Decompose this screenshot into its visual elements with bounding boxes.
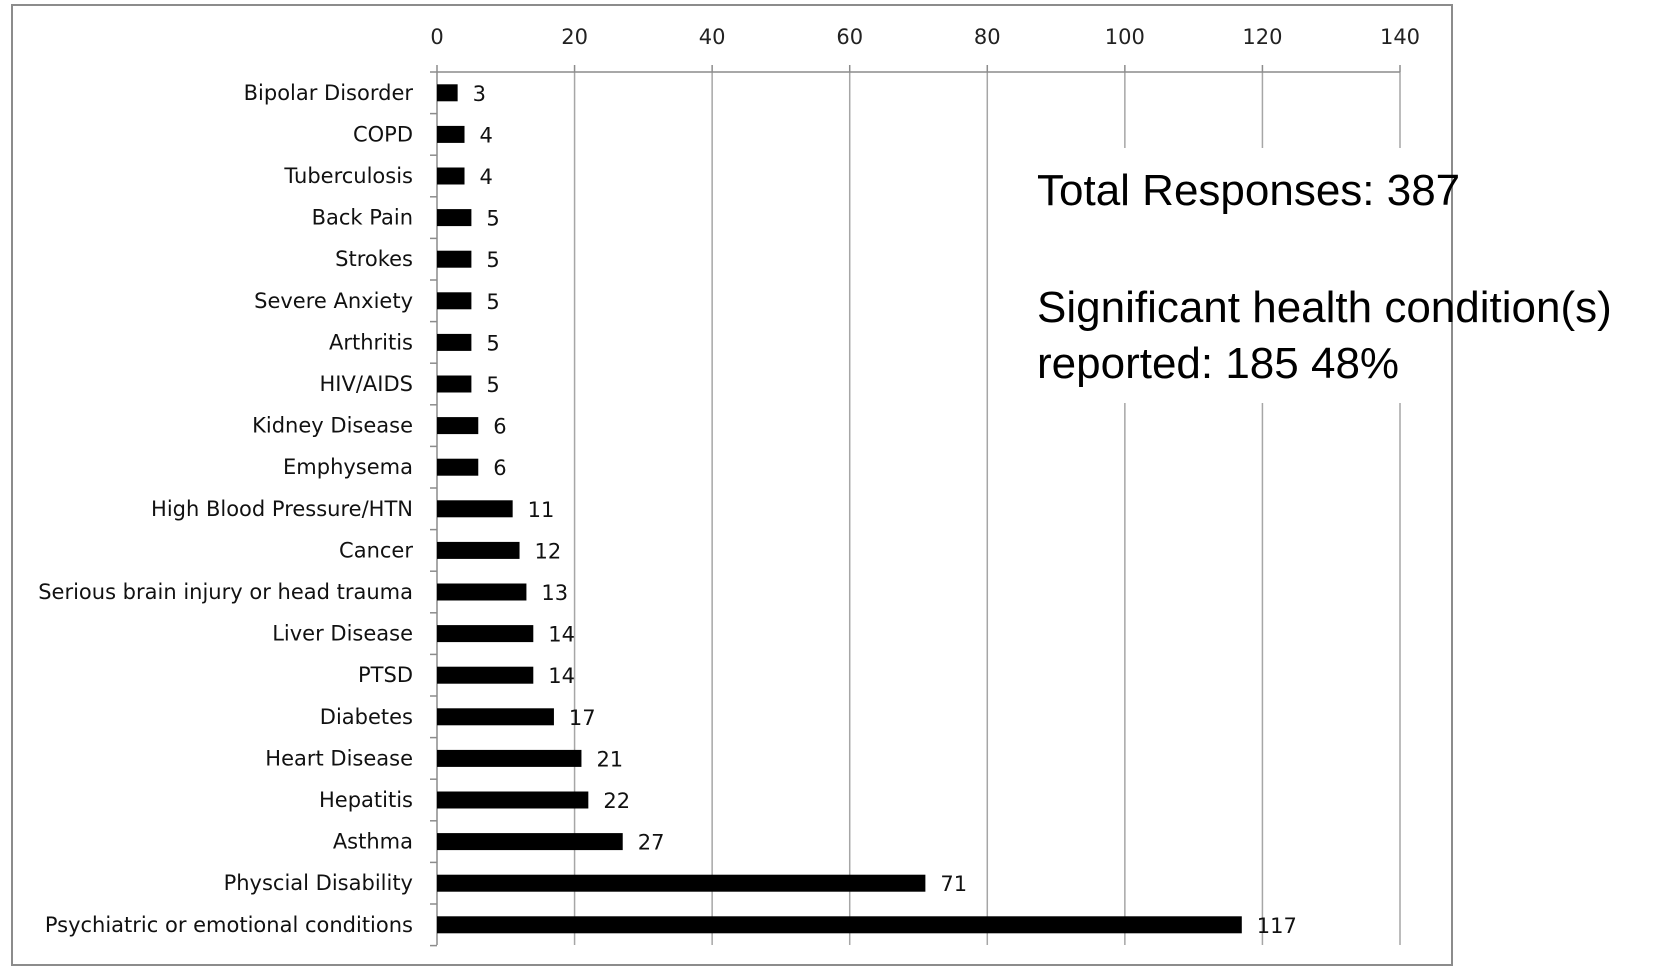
bar-14 — [437, 666, 534, 684]
data-label-10: 11 — [528, 498, 555, 522]
bar-20 — [437, 916, 1242, 934]
bar-7 — [437, 375, 472, 393]
category-label-18: Asthma — [333, 830, 413, 854]
x-tick-label-1: 20 — [561, 25, 588, 49]
category-label-0: Bipolar Disorder — [244, 81, 414, 105]
significant-conditions-text: Significant health condition(s) — [1037, 283, 1612, 332]
data-label-0: 3 — [473, 82, 486, 106]
bar-1 — [437, 125, 465, 143]
category-label-10: High Blood Pressure/HTN — [151, 497, 413, 521]
bar-11 — [437, 541, 520, 559]
bar-8 — [437, 417, 479, 435]
category-label-9: Emphysema — [283, 455, 413, 479]
x-axis: 0 20 40 60 80 100 120 140 — [430, 25, 1420, 947]
x-tick-label-0: 0 — [430, 25, 443, 49]
data-label-15: 17 — [569, 706, 596, 730]
annotation-backdrop — [1022, 148, 1442, 403]
data-label-12: 13 — [541, 581, 568, 605]
category-label-15: Diabetes — [320, 705, 413, 729]
category-label-6: Arthritis — [329, 330, 413, 354]
category-labels: Bipolar Disorder COPD Tuberculosis Back Pai… — [38, 81, 413, 937]
x-tick-label-4: 80 — [974, 25, 1001, 49]
bar-6 — [437, 333, 472, 351]
bar-16 — [437, 749, 582, 767]
data-label-18: 27 — [638, 831, 665, 855]
category-label-12: Serious brain injury or head trauma — [38, 580, 413, 604]
bar-10 — [437, 500, 513, 518]
bar-2 — [437, 167, 465, 185]
category-label-8: Kidney Disease — [252, 414, 413, 438]
bar-0 — [437, 84, 458, 102]
data-label-1: 4 — [480, 123, 493, 147]
category-label-3: Back Pain — [312, 206, 413, 230]
x-tick-label-6: 120 — [1242, 25, 1282, 49]
category-label-13: Liver Disease — [272, 622, 413, 646]
x-tick-label-7: 140 — [1380, 25, 1420, 49]
bar-17 — [437, 791, 589, 809]
data-label-19: 71 — [940, 872, 967, 896]
bar-3 — [437, 209, 472, 227]
bar-5 — [437, 292, 472, 310]
x-tick-label-5: 100 — [1105, 25, 1145, 49]
category-label-4: Strokes — [335, 247, 413, 271]
reported-count-text: reported: 185 48% — [1037, 339, 1399, 388]
data-label-13: 14 — [548, 623, 575, 647]
category-label-2: Tuberculosis — [283, 164, 413, 188]
category-label-5: Severe Anxiety — [254, 289, 413, 313]
category-label-16: Heart Disease — [265, 746, 413, 770]
bar-19 — [437, 874, 926, 892]
category-label-1: COPD — [353, 122, 413, 146]
data-label-8: 6 — [493, 415, 506, 439]
data-label-2: 4 — [480, 165, 493, 189]
bars — [437, 84, 1242, 934]
category-label-19: Physcial Disability — [224, 871, 413, 895]
category-label-20: Psychiatric or emotional conditions — [45, 913, 413, 937]
data-label-11: 12 — [535, 539, 562, 563]
x-tick-label-2: 40 — [699, 25, 726, 49]
bar-12 — [437, 583, 527, 601]
data-label-4: 5 — [486, 248, 499, 272]
category-label-11: Cancer — [339, 538, 413, 562]
category-label-17: Hepatitis — [319, 788, 413, 812]
bar-4 — [437, 250, 472, 268]
total-responses-text: Total Responses: 387 — [1037, 166, 1460, 215]
data-label-3: 5 — [486, 207, 499, 231]
data-label-14: 14 — [548, 664, 575, 688]
category-label-14: PTSD — [358, 663, 413, 687]
data-label-6: 5 — [486, 331, 499, 355]
data-label-9: 6 — [493, 456, 506, 480]
bar-15 — [437, 708, 554, 726]
category-label-7: HIV/AIDS — [320, 372, 414, 396]
annotation: Total Responses: 387 Significant health … — [1022, 148, 1612, 403]
bar-9 — [437, 458, 479, 476]
data-label-17: 22 — [603, 789, 630, 813]
data-label-7: 5 — [486, 373, 499, 397]
data-label-16: 21 — [596, 747, 623, 771]
data-label-20: 117 — [1257, 914, 1297, 938]
bar-18 — [437, 833, 623, 851]
data-label-5: 5 — [486, 290, 499, 314]
x-tick-label-3: 60 — [836, 25, 863, 49]
bar-13 — [437, 625, 534, 643]
